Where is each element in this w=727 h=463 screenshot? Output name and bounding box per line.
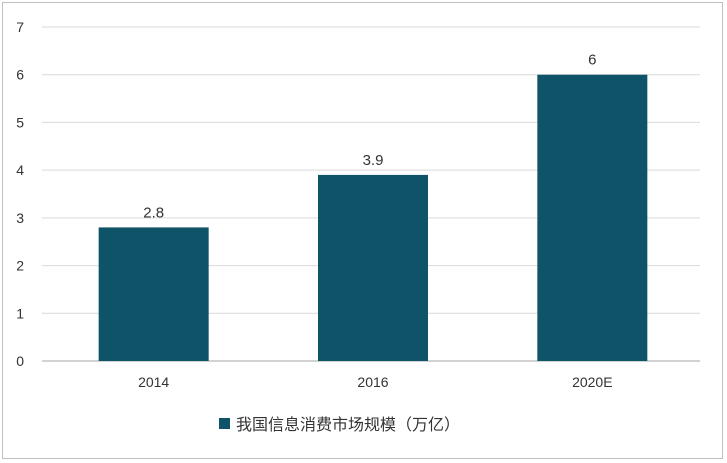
x-tick-label: 2014 xyxy=(138,374,169,390)
x-tick-label: 2020E xyxy=(572,374,612,390)
bar xyxy=(318,174,428,361)
data-label: 6 xyxy=(588,52,596,69)
legend-label: 我国信息消费市场规模（万亿） xyxy=(236,415,461,434)
y-tick-label: 2 xyxy=(16,258,24,274)
data-labels: 2.8 3.9 6 xyxy=(143,52,596,222)
data-label: 2.8 xyxy=(143,204,164,221)
bars xyxy=(98,74,648,361)
y-tick-label: 0 xyxy=(16,353,24,369)
legend: 我国信息消费市场规模（万亿） xyxy=(219,411,460,435)
y-tick-label: 4 xyxy=(16,162,24,178)
y-tick-label: 1 xyxy=(16,305,24,321)
bar xyxy=(98,227,209,361)
legend-swatch xyxy=(219,417,230,429)
x-axis-ticks: 2014 2016 2020E xyxy=(138,374,612,390)
y-tick-label: 7 xyxy=(16,19,24,35)
y-tick-label: 5 xyxy=(16,114,24,130)
y-axis-ticks: 0 1 2 3 4 5 6 7 xyxy=(16,19,24,369)
data-label: 3.9 xyxy=(363,152,384,169)
y-tick-label: 6 xyxy=(16,67,24,83)
bar xyxy=(537,74,648,361)
x-tick-label: 2016 xyxy=(357,374,388,390)
y-tick-label: 3 xyxy=(16,210,24,226)
